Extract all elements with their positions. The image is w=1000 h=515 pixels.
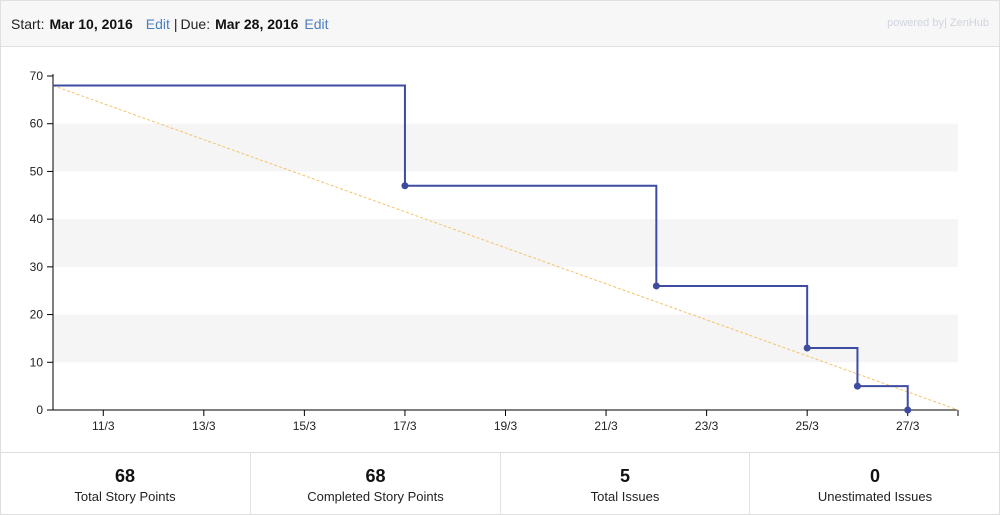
burndown-point [401,182,409,190]
y-tick-label: 30 [30,260,44,274]
stat-label: Total Story Points [74,489,176,504]
separator: | [173,15,178,32]
stat-completed-story-points: 68 Completed Story Points [251,453,501,515]
x-tick-label: 21/3 [594,419,618,433]
y-tick-label: 60 [30,117,44,131]
sprint-dates: Start: Mar 10, 2016 Edit | Due: Mar 28, … [1,16,329,32]
burndown-point [803,344,811,352]
grid-band [53,123,958,172]
edit-due-link[interactable]: Edit [304,15,329,32]
actual-burndown-line [53,84,909,410]
burndown-chart-svg: 0 10 20 30 40 50 60 70 11/3 13/3 15/3 17/3 19/3 21/3 2… [30,69,959,433]
stat-value: 5 [619,466,630,486]
burndown-point [652,282,660,290]
x-tick-label: 15/3 [293,419,317,433]
start-date: Mar 10, 2016 [49,15,133,32]
stat-label: Total Issues [590,489,660,504]
y-tick-label: 40 [30,212,44,226]
y-tick-label: 50 [30,164,44,178]
edit-start-link[interactable]: Edit [145,15,170,32]
sprint-header: Start: Mar 10, 2016 Edit | Due: Mar 28, … [0,0,1000,47]
powered-by-zenhub[interactable]: powered by| ZenHub [887,17,989,29]
stat-value: 0 [869,466,880,486]
stat-total-story-points: 68 Total Story Points [0,453,251,515]
due-date: Mar 28, 2016 [215,15,299,32]
x-tick-label: 25/3 [795,419,819,433]
burndown-point [853,382,861,390]
stats-bar: 68 Total Story Points 68 Completed Story… [0,452,1000,515]
y-tick-label: 10 [30,355,44,369]
grid-band [53,219,958,267]
y-tick-label: 0 [36,403,43,417]
stat-label: Completed Story Points [307,489,444,504]
y-tick-label: 70 [30,69,44,83]
grid-band [53,314,958,363]
burndown-chart: 0 10 20 30 40 50 60 70 11/3 13/3 15/3 17/3 19/3 21/3 2… [0,48,1000,452]
stat-total-issues: 5 Total Issues [501,453,750,515]
x-tick-label: 11/3 [92,419,115,433]
x-tick-label: 23/3 [695,419,719,433]
due-label: Due: [180,15,211,32]
stat-unestimated-issues: 0 Unestimated Issues [750,453,1000,515]
stat-label: Unestimated Issues [817,489,933,504]
burndown-point [904,406,912,414]
x-tick-label: 19/3 [494,419,518,433]
stat-value: 68 [114,466,136,486]
ideal-burndown-line [52,85,959,411]
stat-value: 68 [365,466,386,486]
y-tick-label: 20 [30,308,44,322]
x-tick-label: 27/3 [896,419,920,433]
x-tick-label: 17/3 [393,419,417,433]
x-tick-label: 13/3 [192,419,216,433]
start-label: Start: [11,15,45,32]
